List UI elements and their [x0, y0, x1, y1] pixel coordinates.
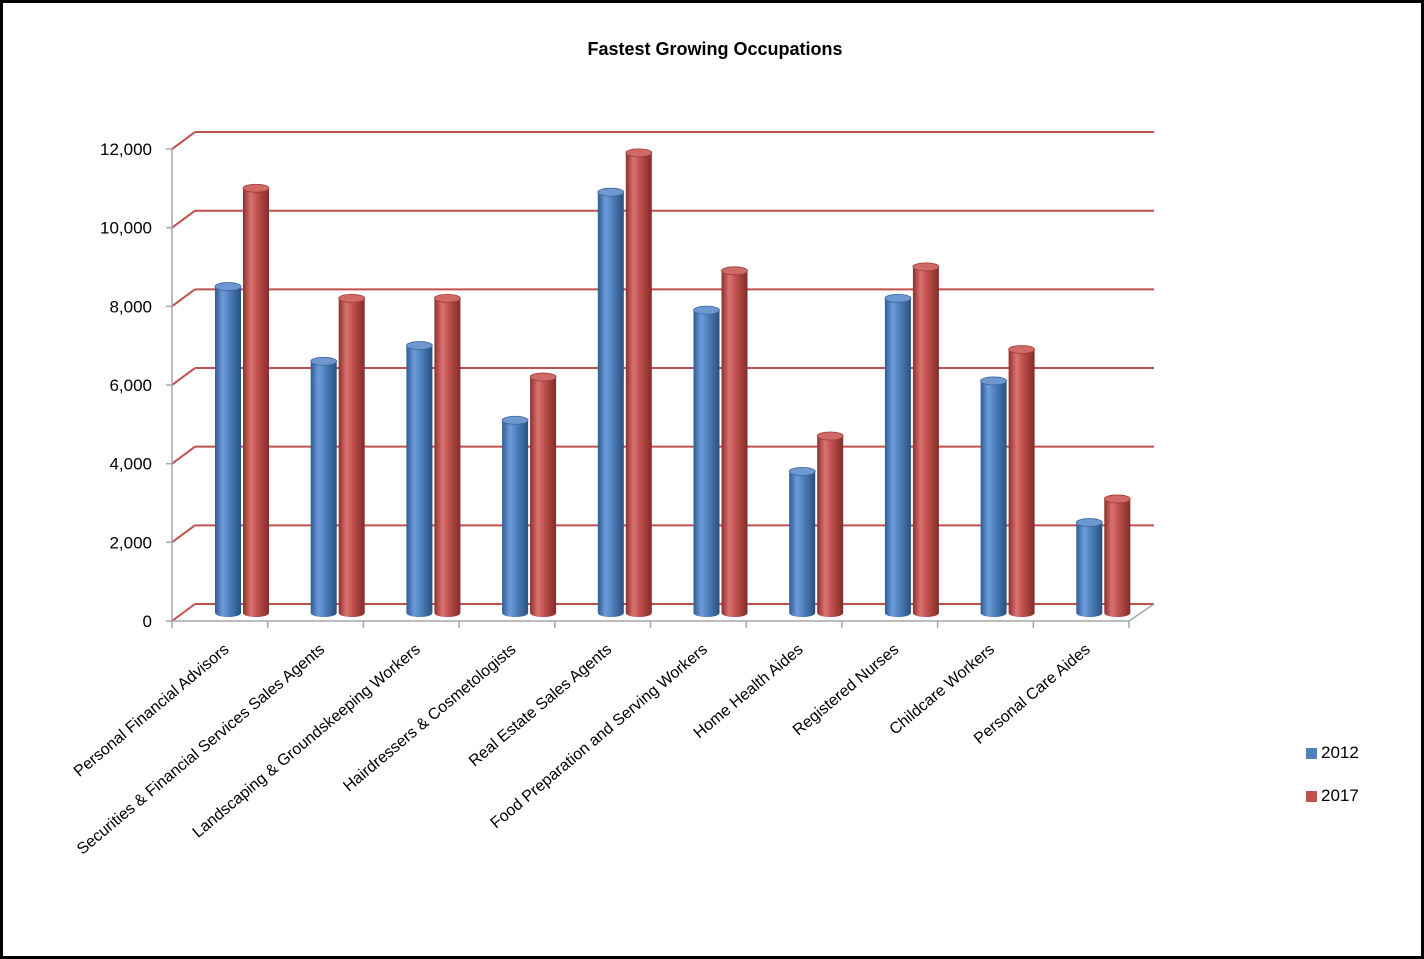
bar-2012-7-top	[884, 293, 912, 303]
bar-2012-8-top	[980, 376, 1007, 386]
bar-2012-9	[1076, 522, 1103, 617]
y-tick-label-5: 10,000	[100, 219, 152, 238]
bar-2017-7-top	[912, 262, 940, 272]
bar-2017-2-top	[433, 293, 461, 303]
x-tick-label-3: Hairdressers & Cosmetologists	[340, 641, 519, 795]
bar-2012-6	[789, 471, 816, 617]
bar-2017-6-top	[816, 431, 844, 441]
y-tick-label-6: 12,000	[100, 140, 152, 159]
legend-label-2017: 2017	[1321, 786, 1359, 805]
bar-2012-3	[502, 420, 529, 617]
bar-2012-0-top	[214, 282, 242, 291]
bar-2017-8	[1008, 349, 1035, 617]
bar-2017-4	[625, 152, 652, 618]
bar-2012-8	[980, 380, 1007, 617]
bar-2012-4-top	[597, 187, 625, 197]
bar-2012-9-top	[1075, 518, 1103, 527]
x-tick-label-0: Personal Financial Advisors	[71, 641, 232, 780]
x-axis-depth-line	[1128, 603, 1155, 622]
bar-2017-5	[721, 270, 748, 617]
gridline-connector-3	[171, 367, 196, 386]
bar-2012-3-top	[501, 415, 529, 425]
gridline-connector-5	[171, 209, 196, 229]
bar-2017-9	[1104, 498, 1131, 617]
bar-2017-7	[912, 266, 939, 617]
legend-label-2012: 2012	[1321, 743, 1359, 762]
legend: 2012 2017	[1306, 740, 1359, 826]
x-tick-label-5: Food Preparation and Serving Workers	[488, 641, 711, 832]
legend-item-2017: 2017	[1306, 783, 1359, 809]
bar-2017-4-top	[625, 148, 653, 158]
y-tick-label-0: 0	[143, 612, 152, 631]
bar-2017-3	[530, 377, 557, 617]
bar-2012-6-top	[788, 467, 816, 476]
bar-2017-1	[338, 298, 365, 617]
y-tick-label-4: 8,000	[109, 297, 152, 316]
y-tick-label-1: 2,000	[109, 533, 152, 552]
bar-2017-8-top	[1008, 345, 1035, 354]
gridline-connector-4	[171, 288, 196, 308]
bar-2012-4	[597, 192, 624, 617]
bar-2017-9-top	[1103, 494, 1131, 504]
bar-2017-6	[817, 436, 844, 617]
gridline-connector-6	[171, 131, 196, 150]
y-tick-label-2: 4,000	[109, 455, 152, 474]
bar-2012-1-top	[310, 356, 338, 366]
bar-2012-5	[693, 310, 720, 617]
bar-2017-5-top	[721, 266, 748, 276]
chart-plot: 0 2,000 4,000 6,000 8,000 10,000 12,000 Persona…	[71, 131, 1155, 858]
bar-2012-7	[884, 298, 911, 617]
gridline-connector-1	[171, 524, 196, 544]
bar-2012-1	[310, 361, 337, 617]
gridline-connector-2	[171, 445, 196, 465]
legend-swatch-2012	[1306, 747, 1317, 759]
bar-2012-0	[215, 286, 241, 617]
bar-2012-2	[406, 345, 433, 617]
chart-title: Fastest Growing Occupations	[587, 39, 843, 59]
bar-2017-2	[434, 298, 461, 617]
gridline-connector-0	[171, 603, 196, 622]
y-tick-label-3: 6,000	[109, 376, 152, 395]
bar-2012-2-top	[405, 341, 433, 350]
x-tick-label-7: Registered Nurses	[790, 641, 902, 739]
bar-2017-1-top	[338, 293, 366, 303]
x-tick-label-8: Childcare Workers	[887, 641, 999, 738]
legend-swatch-2017	[1306, 790, 1317, 802]
bar-2012-5-top	[693, 305, 720, 315]
legend-item-2012: 2012	[1306, 740, 1359, 766]
bar-2017-0	[243, 188, 269, 617]
bar-2017-0-top	[242, 183, 270, 193]
bar-2017-3-top	[529, 372, 557, 382]
